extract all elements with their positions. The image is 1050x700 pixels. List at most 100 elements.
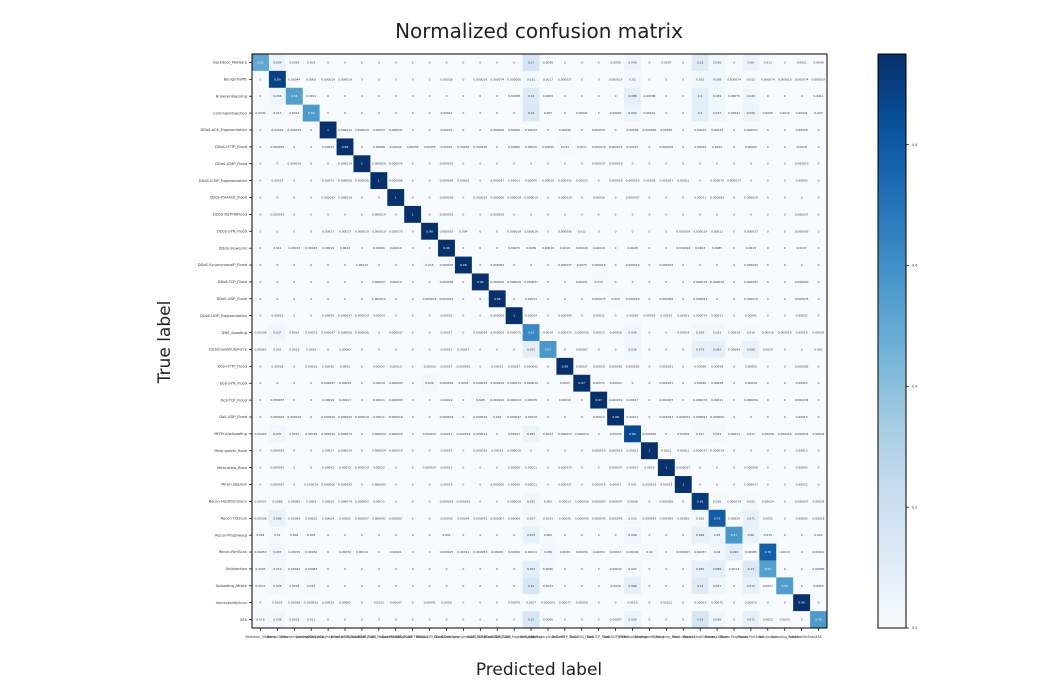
heatmap-cell bbox=[404, 341, 422, 359]
cell-value-label: 1 bbox=[378, 179, 380, 183]
cell-value-label: 0.000059 bbox=[490, 314, 504, 318]
cell-value-label: 0.000037 bbox=[659, 179, 673, 183]
cell-value-label: 0 bbox=[615, 280, 617, 284]
heatmap-cell bbox=[302, 172, 320, 190]
cell-value-label: 0 bbox=[412, 246, 414, 250]
x-tick-label: DDoS-ICMP_Fragmentation bbox=[357, 635, 400, 639]
heatmap-cell bbox=[759, 442, 777, 460]
heatmap-cell bbox=[793, 256, 811, 274]
cell-value-label: 0.00059 bbox=[576, 601, 588, 605]
heatmap-cell bbox=[573, 459, 591, 477]
cell-value-label: 0.000037 bbox=[812, 77, 826, 81]
cell-value-label: 0.00028 bbox=[643, 179, 655, 183]
heatmap-cell bbox=[387, 155, 405, 173]
cell-value-label: 0 bbox=[293, 398, 295, 402]
cell-value-label: 0.028 bbox=[273, 584, 281, 588]
heatmap-cell bbox=[590, 577, 608, 595]
cell-value-label: 0.000056 bbox=[575, 499, 589, 503]
y-tick-label: BrowserHijacking bbox=[216, 94, 247, 98]
heatmap-cell bbox=[691, 70, 709, 89]
heatmap-cell bbox=[742, 357, 760, 376]
cell-value-label: 0.00024 bbox=[525, 314, 537, 318]
heatmap-cell bbox=[336, 205, 354, 224]
heatmap-cell bbox=[319, 492, 337, 511]
cell-value-label: 0.0059 bbox=[611, 60, 621, 64]
cell-value-label: 0 bbox=[462, 331, 464, 335]
heatmap-cell bbox=[302, 374, 320, 392]
heatmap-cell bbox=[742, 87, 760, 105]
heatmap-cell bbox=[336, 239, 354, 257]
heatmap-cell bbox=[691, 509, 709, 527]
heatmap-cell bbox=[691, 104, 709, 122]
heatmap-cell bbox=[438, 155, 456, 173]
cell-value-label: 0 bbox=[784, 297, 786, 301]
cell-value-label: 0.00067 bbox=[339, 347, 351, 351]
cell-value-label: 0 bbox=[462, 584, 464, 588]
heatmap-cell bbox=[742, 189, 760, 207]
heatmap-cell bbox=[607, 341, 625, 359]
heatmap-cell bbox=[556, 138, 574, 156]
cell-value-label: 0 bbox=[361, 381, 363, 385]
heatmap-cell bbox=[353, 70, 371, 89]
cell-value-label: 0.00015 bbox=[322, 499, 334, 503]
cell-value-label: 0 bbox=[260, 77, 262, 81]
heatmap-cell bbox=[404, 324, 422, 342]
cell-value-label: 0 bbox=[767, 364, 769, 368]
heatmap-cell bbox=[556, 341, 574, 359]
cell-value-label: 0.00015 bbox=[660, 314, 672, 318]
heatmap-cell bbox=[793, 560, 811, 578]
cell-value-label: 0 bbox=[327, 618, 329, 622]
cell-value-label: 0 bbox=[395, 499, 397, 503]
cell-value-label: 0.000037 bbox=[321, 331, 335, 335]
cell-value-label: 0 bbox=[429, 516, 431, 520]
heatmap-cell bbox=[370, 138, 388, 156]
cell-value-label: 0 bbox=[496, 60, 498, 64]
cell-value-label: 0.036 bbox=[713, 60, 721, 64]
x-tick-label: Mirai-udpplain bbox=[672, 635, 695, 639]
cell-value-label: 0.00019 bbox=[271, 128, 283, 132]
cell-value-label: 0.000075 bbox=[592, 297, 606, 301]
cell-value-label: 0 bbox=[665, 196, 667, 200]
heatmap-cell bbox=[624, 54, 642, 72]
x-tick-label: MITM-ArpSpoofing bbox=[618, 635, 647, 639]
heatmap-cell bbox=[725, 509, 743, 527]
heatmap-cell bbox=[590, 357, 608, 376]
cell-value-label: 0 bbox=[564, 297, 566, 301]
cell-value-label: 0 bbox=[479, 567, 481, 571]
heatmap-cell bbox=[488, 324, 506, 342]
heatmap-cell bbox=[590, 324, 608, 342]
heatmap-cell bbox=[285, 577, 304, 595]
heatmap-cell bbox=[319, 442, 337, 460]
cell-value-label: 0 bbox=[462, 449, 464, 453]
heatmap-cell bbox=[438, 138, 456, 156]
cell-value-label: 0.00056 bbox=[305, 550, 317, 554]
cell-value-label: 0 bbox=[784, 314, 786, 318]
cell-value-label: 0 bbox=[598, 618, 600, 622]
x-tick-label: DDoS-RSTFINFlood bbox=[398, 635, 428, 639]
cell-value-label: 0 bbox=[293, 263, 295, 267]
cell-value-label: 0 bbox=[378, 567, 380, 571]
heatmap-cell bbox=[353, 442, 371, 460]
heatmap-cell bbox=[370, 104, 388, 122]
heatmap-cell bbox=[810, 155, 828, 173]
heatmap-cell bbox=[471, 138, 490, 156]
cell-value-label: 0.000093 bbox=[710, 196, 724, 200]
heatmap-cell bbox=[438, 476, 456, 494]
cell-value-label: 0 bbox=[361, 567, 363, 571]
x-tick-label: DDoS-UDP_Fragmentation bbox=[493, 635, 535, 639]
cell-value-label: 0 bbox=[818, 128, 820, 132]
cell-value-label: 0.000019 bbox=[355, 128, 369, 132]
cell-value-label: 0 bbox=[547, 280, 549, 284]
cell-value-label: 0 bbox=[462, 314, 464, 318]
cell-value-label: 0 bbox=[479, 94, 481, 98]
cell-value-label: 0 bbox=[615, 229, 617, 233]
heatmap-cell bbox=[370, 374, 388, 392]
cell-value-label: 0.00028 bbox=[796, 128, 808, 132]
heatmap-cell bbox=[607, 54, 625, 72]
heatmap-cell bbox=[268, 577, 287, 595]
cell-value-label: 0.02 bbox=[646, 550, 653, 554]
heatmap-cell bbox=[810, 290, 828, 308]
heatmap-cell bbox=[285, 273, 304, 291]
x-tick-label: VulnerabilityScan bbox=[788, 635, 816, 639]
cell-value-label: 0 bbox=[801, 94, 803, 98]
